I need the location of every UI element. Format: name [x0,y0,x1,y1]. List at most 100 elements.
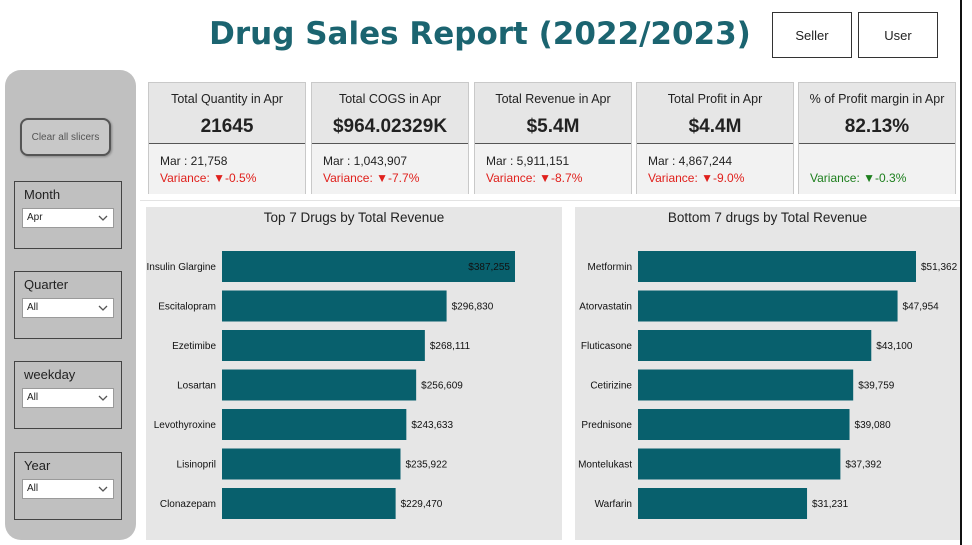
kpi-comparison: Mar : 4,867,244 Variance: ▼-9.0% [637,144,793,194]
data-label: $268,111 [430,341,471,352]
kpi-comparison: Mar : 21,758 Variance: ▼-0.5% [149,144,305,194]
user-button[interactable]: User [858,12,938,58]
bar[interactable] [638,330,872,361]
data-label: $229,470 [401,499,443,510]
kpi-previous-month: Mar : 5,911,151 [486,154,570,168]
quarter-slicer: Quarter All [14,271,122,339]
kpi-comparison: Mar : 1,043,907 Variance: ▼-7.7% [312,144,468,194]
category-label: Escitalopram [158,302,216,313]
bottom-drugs-bars: Metformin $51,362 Atorvastatin $47,954 Fluti… [578,251,958,519]
bar[interactable] [222,330,425,361]
bar[interactable] [222,251,515,282]
data-label: $256,609 [421,381,463,392]
kpi-title: Total COGS in Apr [338,92,442,106]
kpi-variance: Variance: ▼-7.7% [323,171,420,185]
data-label: $47,954 [903,302,940,313]
top-drugs-chart: Top 7 Drugs by Total Revenue Insulin Gla… [146,207,562,540]
category-label: Levothyroxine [154,420,217,431]
kpi-title: Total Quantity in Apr [171,92,283,106]
data-label: $296,830 [452,302,494,313]
chevron-down-icon [98,486,108,492]
kpi-divider [637,143,793,144]
chart-title: Top 7 Drugs by Total Revenue [263,210,445,225]
bar[interactable] [222,409,407,440]
bottom-drugs-chart: Bottom 7 drugs by Total Revenue Metformi… [575,207,960,540]
kpi-value: 21645 [200,116,254,137]
kpi-title: Total Revenue in Apr [495,92,611,106]
kpi-variance: Variance: ▼-9.0% [648,171,745,185]
kpi-divider [312,143,468,144]
kpi-divider [475,143,631,144]
kpi-title: % of Profit margin in Apr [809,92,945,106]
bar[interactable] [222,448,401,480]
category-label: Warfarin [595,499,632,510]
year-slicer-label: Year [24,458,51,473]
data-label: $51,362 [921,262,958,273]
quarter-slicer-label: Quarter [24,277,69,292]
category-label: Fluticasone [581,341,633,352]
kpi-previous-month: Mar : 1,043,907 [323,154,408,168]
bar[interactable] [638,251,916,282]
bar[interactable] [222,369,417,401]
data-label: $243,633 [411,420,453,431]
kpi-card-profit: Total Profit in Apr $4.4M Mar : 4,867,24… [636,82,794,194]
quarter-dropdown-value: All [27,302,39,313]
year-dropdown[interactable]: All [22,479,114,499]
chevron-down-icon [98,305,108,311]
kpi-card-cogs: Total COGS in Apr $964.02329K Mar : 1,04… [311,82,469,194]
category-label: Insulin Glargine [147,262,217,273]
weekday-slicer: weekday All [14,361,122,429]
category-label: Metformin [588,262,632,273]
kpi-comparison: Mar : 5,911,151 Variance: ▼-8.7% [475,144,631,194]
category-label: Atorvastatin [579,302,632,313]
top-drugs-bars: Insulin Glargine $387,255 Escitalopram $296… [147,251,515,519]
month-slicer: Month Apr [14,181,122,249]
kpi-variance: Variance: ▼-0.3% [810,171,907,185]
data-label: $37,392 [845,460,882,471]
bar[interactable] [222,290,447,322]
chevron-down-icon [98,395,108,401]
weekday-slicer-label: weekday [24,367,76,382]
bar[interactable] [638,290,898,322]
year-slicer: Year All [14,452,122,520]
kpi-card-quantity: Total Quantity in Apr 21645 Mar : 21,758… [148,82,306,194]
seller-button[interactable]: Seller [772,12,852,58]
bar[interactable] [638,409,850,440]
data-label: $31,231 [812,499,849,510]
weekday-dropdown[interactable]: All [22,388,114,408]
kpi-card-revenue: Total Revenue in Apr $5.4M Mar : 5,911,1… [474,82,632,194]
kpi-value: $964.02329K [332,116,448,137]
kpi-previous-month: Mar : 4,867,244 [648,154,733,168]
kpi-divider [149,143,305,144]
quarter-dropdown[interactable]: All [22,298,114,318]
chevron-down-icon [98,215,108,221]
bar[interactable] [638,488,808,519]
month-dropdown[interactable]: Apr [22,208,114,228]
weekday-dropdown-value: All [27,392,39,403]
year-dropdown-value: All [27,483,39,494]
category-label: Lisinopril [177,460,216,471]
category-label: Clonazepam [160,499,216,510]
bar[interactable] [638,448,841,480]
data-label: $235,922 [406,460,448,471]
kpi-comparison: Variance: ▼-0.3% [799,144,955,194]
section-divider [140,200,960,201]
chart-title: Bottom 7 drugs by Total Revenue [667,210,868,225]
kpi-value: 82.13% [844,116,910,137]
category-label: Prednisone [581,420,632,431]
kpi-value: $5.4M [526,116,580,137]
data-label: $43,100 [876,341,913,352]
kpi-previous-month: Mar : 21,758 [160,154,228,168]
bar[interactable] [222,488,396,519]
category-label: Montelukast [578,460,632,471]
kpi-title: Total Profit in Apr [667,92,763,106]
category-label: Cetirizine [590,381,632,392]
data-label: $39,759 [858,381,895,392]
slicer-panel: Clear all slicers Month Apr Quarter All … [5,70,136,540]
kpi-card-profit-margin: % of Profit margin in Apr 82.13% Varianc… [798,82,956,194]
month-dropdown-value: Apr [27,212,43,223]
clear-slicers-button[interactable]: Clear all slicers [20,118,111,156]
canvas-border [960,0,962,545]
bar[interactable] [638,369,854,401]
